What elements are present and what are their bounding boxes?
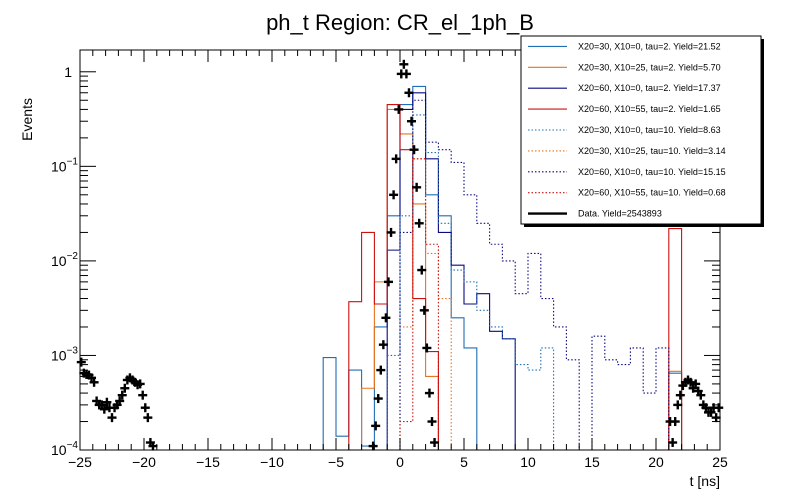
data-point bbox=[701, 403, 711, 413]
data-point bbox=[407, 116, 417, 126]
y-tick-label: 10−1 bbox=[51, 156, 78, 174]
data-point bbox=[117, 390, 127, 400]
data-point bbox=[430, 438, 440, 448]
data-point bbox=[140, 403, 150, 413]
data-point bbox=[391, 154, 401, 164]
legend-label: X20=60, X10=55, tau=10. Yield=0.68 bbox=[578, 188, 726, 198]
data-point bbox=[686, 377, 696, 387]
y-tick-label: 10−2 bbox=[51, 251, 78, 269]
data-point bbox=[424, 388, 434, 398]
x-tick-label: 20 bbox=[648, 454, 664, 470]
data-point bbox=[148, 441, 158, 451]
data-point bbox=[427, 417, 437, 427]
y-tick-label: 10−4 bbox=[51, 440, 78, 458]
legend-label: X20=60, X10=0, tau=10. Yield=15.15 bbox=[578, 167, 726, 177]
series-5-histogram bbox=[386, 114, 555, 450]
legend-label: X20=30, X10=0, tau=10. Yield=8.63 bbox=[578, 125, 721, 135]
legend-label: X20=30, X10=25, tau=2. Yield=5.70 bbox=[578, 62, 721, 72]
axes: −25 −20 −15 −10 −5 0 5 10 15 20 25 10−4 10−3 10−2 10−1… bbox=[51, 50, 728, 470]
legend-label: X20=30, X10=25, tau=10. Yield=3.14 bbox=[578, 146, 726, 156]
data-point bbox=[135, 379, 145, 389]
data-point bbox=[670, 417, 680, 427]
data-point bbox=[99, 404, 109, 414]
y-tick-label: 10−3 bbox=[51, 345, 78, 363]
x-tick-label: 0 bbox=[396, 454, 404, 470]
x-tick-label: −20 bbox=[132, 454, 156, 470]
data-point bbox=[422, 343, 432, 353]
data-point bbox=[143, 413, 153, 423]
data-point bbox=[404, 88, 414, 98]
x-tick-label: −10 bbox=[260, 454, 284, 470]
data-point bbox=[711, 413, 721, 423]
legend-label: Data. Yield=2543893 bbox=[578, 209, 662, 219]
data-point bbox=[386, 227, 396, 237]
data-point bbox=[691, 379, 701, 389]
data-point bbox=[696, 390, 706, 400]
data-point bbox=[378, 340, 388, 350]
data-point bbox=[417, 265, 427, 275]
data-point bbox=[419, 305, 429, 315]
data-point bbox=[89, 377, 99, 387]
data-point bbox=[675, 390, 685, 400]
x-axis-label: t [ns] bbox=[690, 473, 720, 489]
data-point bbox=[371, 421, 381, 431]
x-tick-label: 25 bbox=[712, 454, 728, 470]
data-point bbox=[138, 390, 148, 400]
x-tick-label: −5 bbox=[328, 454, 344, 470]
series-8-histogram bbox=[399, 158, 439, 450]
data-point bbox=[389, 190, 399, 200]
data-point bbox=[120, 383, 130, 393]
data-point bbox=[381, 313, 391, 323]
data-point bbox=[706, 407, 716, 417]
legend-label: X20=60, X10=0, tau=2. Yield=17.37 bbox=[578, 83, 721, 93]
series-layer bbox=[322, 85, 683, 450]
data-point bbox=[414, 218, 424, 228]
data-point bbox=[115, 396, 125, 406]
data-point bbox=[409, 145, 419, 155]
chart-title: ph_t Region: CR_el_1ph_B bbox=[266, 10, 534, 35]
data-point bbox=[102, 397, 112, 407]
x-tick-label: 5 bbox=[460, 454, 468, 470]
data-point bbox=[76, 357, 86, 367]
data-point bbox=[373, 394, 383, 404]
data-point bbox=[376, 365, 386, 375]
data-point bbox=[383, 277, 393, 287]
series-7-histogram bbox=[399, 99, 670, 450]
data-point bbox=[673, 400, 683, 410]
x-tick-label: −25 bbox=[68, 454, 92, 470]
x-tick-label: 10 bbox=[520, 454, 536, 470]
legend-label: X20=30, X10=0, tau=2. Yield=21.52 bbox=[578, 41, 721, 51]
y-tick-label: 1 bbox=[64, 64, 72, 80]
data-point bbox=[401, 69, 411, 79]
data-point bbox=[412, 182, 422, 192]
data-point bbox=[399, 59, 409, 69]
data-point bbox=[394, 104, 404, 114]
x-tick-label: −15 bbox=[196, 454, 220, 470]
x-tick-label: 15 bbox=[584, 454, 600, 470]
series-4-histogram bbox=[348, 104, 683, 450]
data-point bbox=[368, 441, 378, 451]
legend: X20=30, X10=0, tau=2. Yield=21.52 X20=30,… bbox=[520, 35, 764, 227]
data-point bbox=[668, 438, 678, 448]
y-axis-label: Events bbox=[19, 98, 35, 141]
data-point bbox=[107, 413, 117, 423]
legend-label: X20=60, X10=55, tau=2. Yield=1.65 bbox=[578, 104, 721, 114]
